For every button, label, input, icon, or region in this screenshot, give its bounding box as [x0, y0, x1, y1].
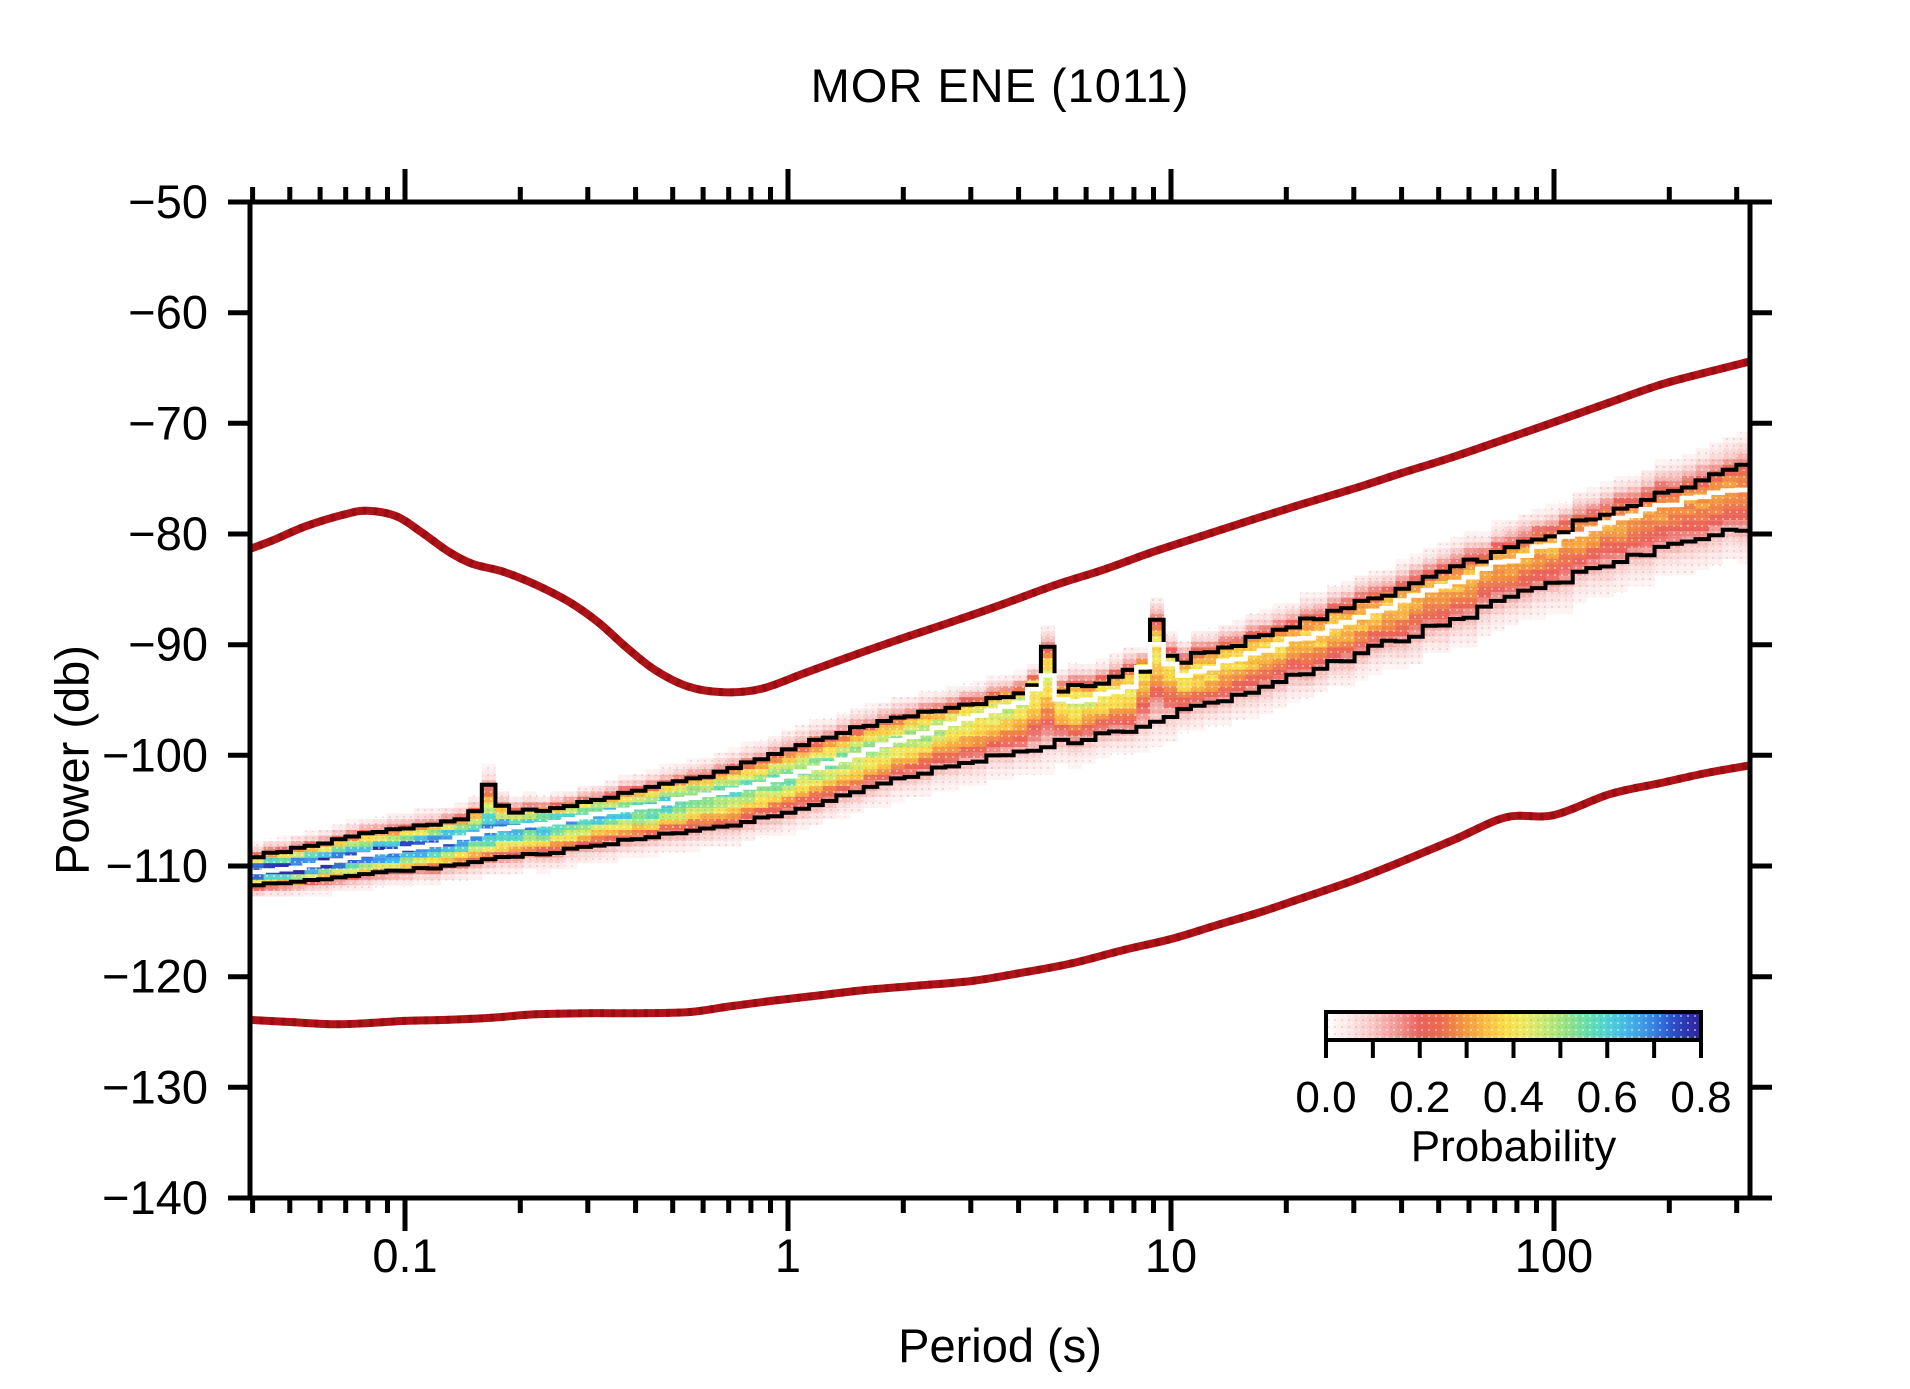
colorbar-tick-label: 0.6 — [1577, 1073, 1638, 1122]
axis-tick-labels: −50 −60 −70 −80 −90 −100 −110 −120 −130 −140 0.1 1 1… — [102, 175, 1593, 1282]
colorbar-tick-label: 0.8 — [1670, 1073, 1731, 1122]
y-tick-label: −140 — [102, 1171, 208, 1224]
colorbar-tick-label: 0.0 — [1295, 1073, 1356, 1122]
y-tick-label: −110 — [106, 839, 208, 892]
high-noise-model-curve — [250, 357, 1750, 697]
x-tick-label: 1 — [775, 1229, 801, 1282]
y-tick-label: −90 — [128, 618, 208, 671]
y-tick-label: −100 — [102, 728, 208, 781]
colorbar: 0.0 0.2 0.4 0.6 0.8 — [1295, 1010, 1732, 1122]
low-noise-model-curve — [250, 761, 1750, 1029]
y-tick-label: −70 — [128, 396, 208, 449]
x-tick-label: 0.1 — [372, 1229, 437, 1282]
plot-frame — [247, 199, 1753, 1201]
pdf-mode-line — [250, 487, 1750, 875]
y-tick-label: −80 — [128, 507, 208, 560]
y-tick-label: −120 — [102, 950, 208, 1003]
y-tick-label: −50 — [128, 175, 208, 228]
x-tick-label: 10 — [1145, 1229, 1197, 1282]
pdf-upper-contour-line — [250, 462, 1750, 860]
colorbar-tick-label: 0.4 — [1483, 1073, 1544, 1122]
y-tick-label: −130 — [102, 1060, 208, 1113]
x-tick-label: 100 — [1515, 1229, 1593, 1282]
y-tick-label: −60 — [128, 286, 208, 339]
colorbar-tick-label: 0.2 — [1389, 1073, 1450, 1122]
pdf-lower-contour-line — [250, 527, 1750, 888]
